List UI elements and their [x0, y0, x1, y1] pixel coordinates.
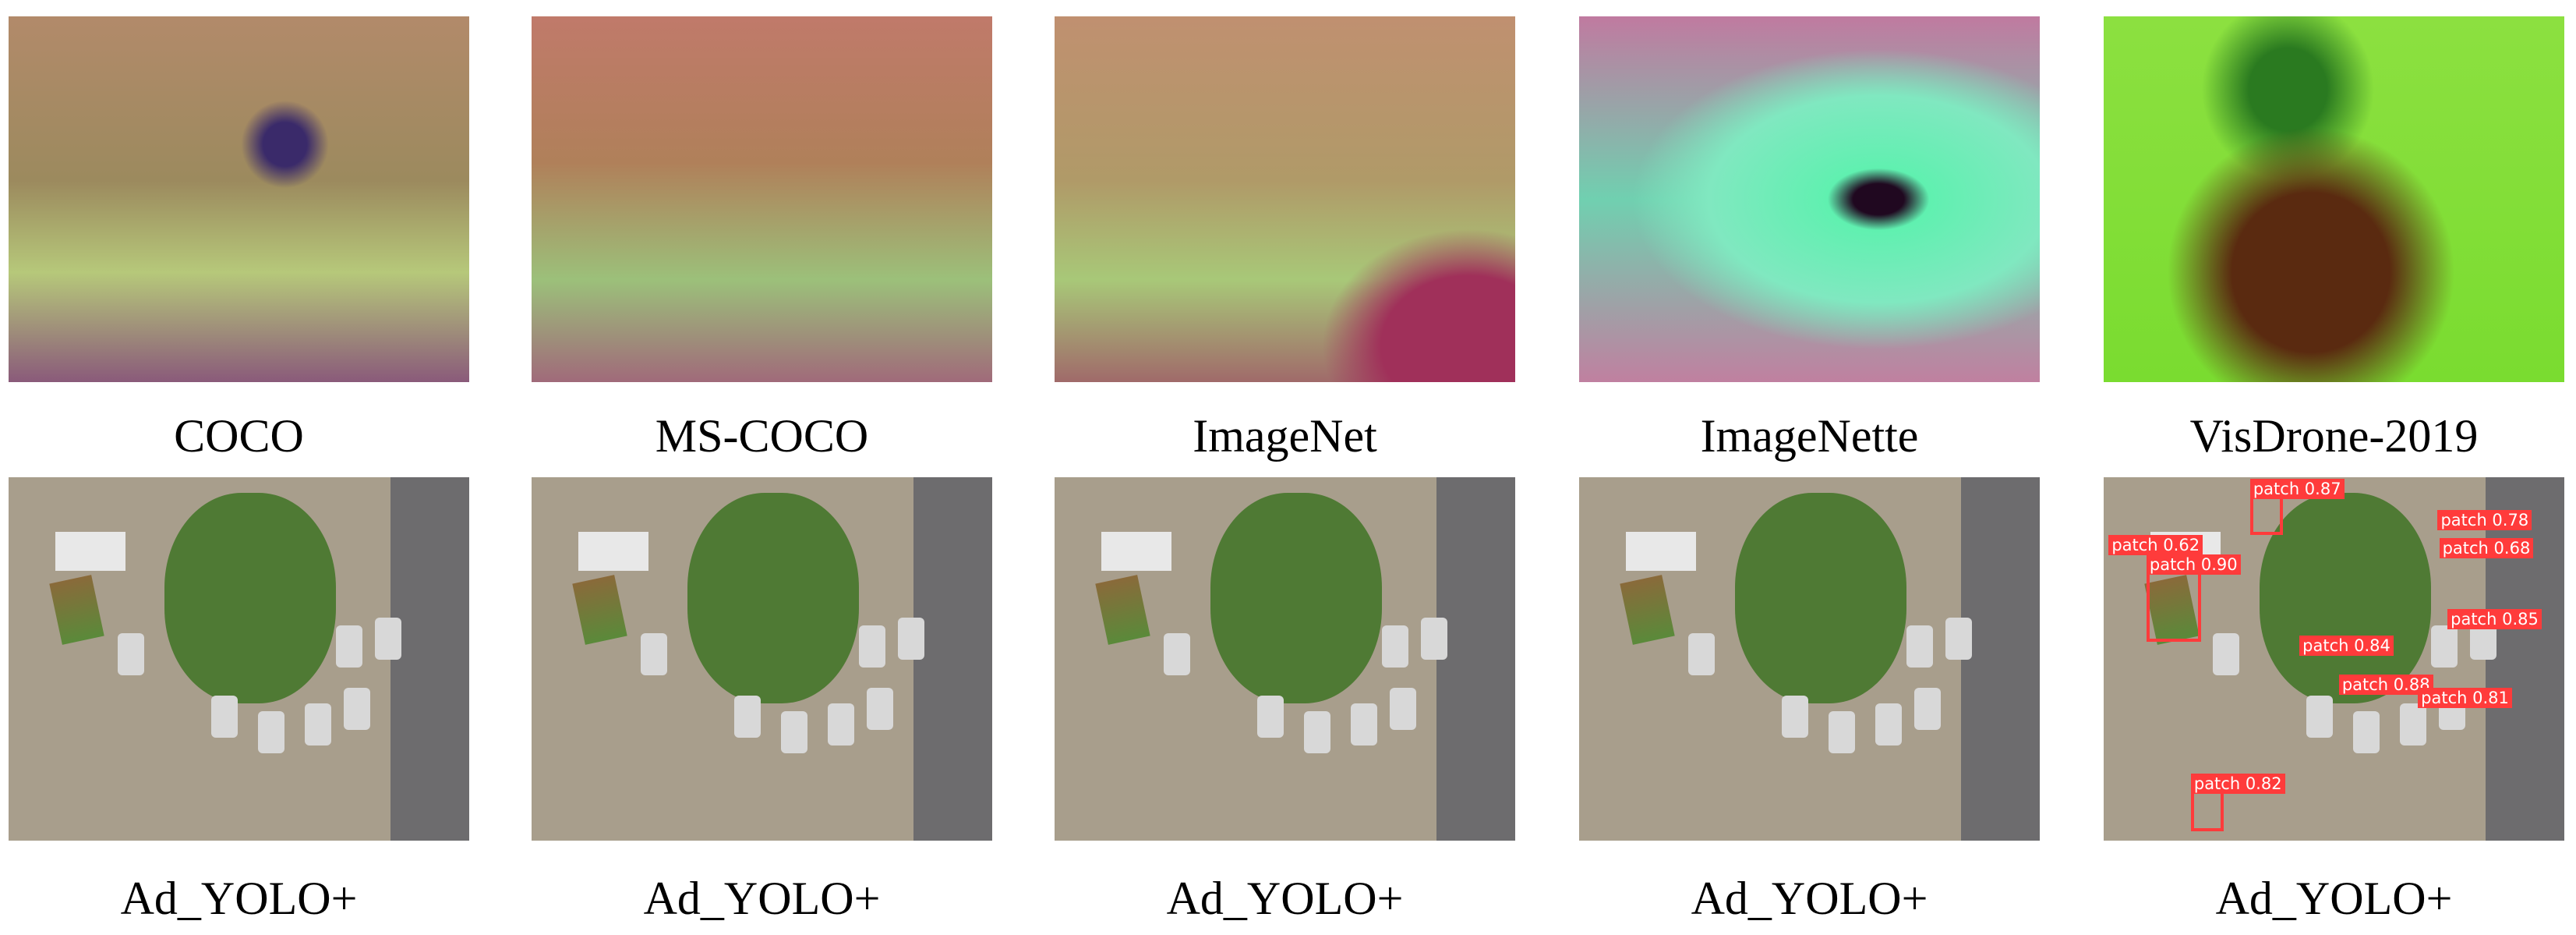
- dataset-label: MS-COCO: [655, 410, 869, 462]
- car: [2400, 703, 2426, 746]
- car: [2213, 633, 2239, 675]
- scene-patch: [1620, 575, 1675, 645]
- detection-label: patch 0.82: [2190, 773, 2285, 794]
- detection-label: patch 0.68: [2439, 538, 2534, 559]
- model-label: Ad_YOLO+: [2215, 873, 2453, 924]
- building: [55, 532, 125, 571]
- car: [1382, 625, 1408, 668]
- car: [898, 618, 924, 660]
- aerial-image: [1055, 477, 1515, 841]
- car: [1257, 696, 1284, 738]
- panel: COCO Ad_YOLO+: [9, 0, 469, 935]
- road: [390, 477, 469, 841]
- aerial-image: [9, 477, 469, 841]
- car: [1421, 618, 1447, 660]
- road: [1961, 477, 2040, 841]
- garden: [687, 493, 859, 703]
- car: [1945, 618, 1972, 660]
- dataset-label: VisDrone-2019: [2189, 410, 2479, 462]
- detection-label: patch 0.85: [2447, 608, 2542, 629]
- dataset-label: ImageNette: [1700, 410, 1919, 462]
- adversarial-patch: [9, 16, 469, 382]
- car: [781, 711, 807, 753]
- model-label: Ad_YOLO+: [1691, 873, 1928, 924]
- model-label: Ad_YOLO+: [120, 873, 358, 924]
- car: [375, 618, 401, 660]
- car: [1390, 688, 1416, 730]
- detection-label: patch 0.84: [2299, 635, 2394, 656]
- road: [2486, 477, 2564, 841]
- model-label: Ad_YOLO+: [643, 873, 881, 924]
- garden: [1735, 493, 1906, 703]
- detection-label: patch 0.78: [2437, 510, 2532, 531]
- building: [1101, 532, 1171, 571]
- garden: [1210, 493, 1382, 703]
- detection-label: patch 0.87: [2249, 479, 2345, 500]
- car: [1164, 633, 1190, 675]
- car: [1782, 696, 1808, 738]
- car: [211, 696, 238, 738]
- scene-patch: [49, 575, 104, 645]
- dataset-label: ImageNet: [1193, 410, 1377, 462]
- adversarial-patch: [1055, 16, 1515, 382]
- aerial-image: patch 0.87 patch 0.78 patch 0.62 patch 0.68…: [2104, 477, 2564, 841]
- car: [1914, 688, 1941, 730]
- model-label: Ad_YOLO+: [1166, 873, 1404, 924]
- adversarial-patch: [532, 16, 992, 382]
- car: [1351, 703, 1377, 746]
- car: [2431, 625, 2458, 668]
- garden: [2260, 493, 2431, 703]
- car: [258, 711, 284, 753]
- panel: ImageNet Ad_YOLO+: [1055, 0, 1515, 935]
- scene-patch: [572, 575, 627, 645]
- car: [1829, 711, 1855, 753]
- car: [2353, 711, 2380, 753]
- car: [2306, 696, 2333, 738]
- car: [734, 696, 761, 738]
- detection-label: patch 0.81: [2418, 688, 2512, 709]
- road: [1436, 477, 1515, 841]
- car: [344, 688, 370, 730]
- car: [859, 625, 885, 668]
- detection-label: patch 0.62: [2108, 534, 2203, 555]
- car: [305, 703, 331, 746]
- detection-label: patch 0.88: [2338, 675, 2433, 696]
- dataset-label: COCO: [174, 410, 304, 462]
- building: [1626, 532, 1696, 571]
- panel: MS-COCO Ad_YOLO+: [532, 0, 992, 935]
- car: [336, 625, 362, 668]
- car: [1304, 711, 1330, 753]
- panel: VisDrone-2019 patch 0.87 patch 0.78 patch 0…: [2104, 0, 2564, 935]
- car: [828, 703, 854, 746]
- adversarial-patch: [2104, 16, 2564, 382]
- car: [867, 688, 893, 730]
- garden: [164, 493, 336, 703]
- car: [641, 633, 667, 675]
- car: [1875, 703, 1902, 746]
- road: [913, 477, 992, 841]
- car: [1906, 625, 1933, 668]
- panel: ImageNette Ad_YOLO+: [1579, 0, 2040, 935]
- detection-box: [2249, 494, 2284, 535]
- building: [578, 532, 648, 571]
- adversarial-patch: [1579, 16, 2040, 382]
- detection-label: patch 0.90: [2146, 554, 2241, 576]
- aerial-image: [1579, 477, 2040, 841]
- detection-box: [2146, 568, 2201, 643]
- car: [1688, 633, 1715, 675]
- aerial-image: [532, 477, 992, 841]
- scene-patch: [1095, 575, 1150, 645]
- car: [118, 633, 144, 675]
